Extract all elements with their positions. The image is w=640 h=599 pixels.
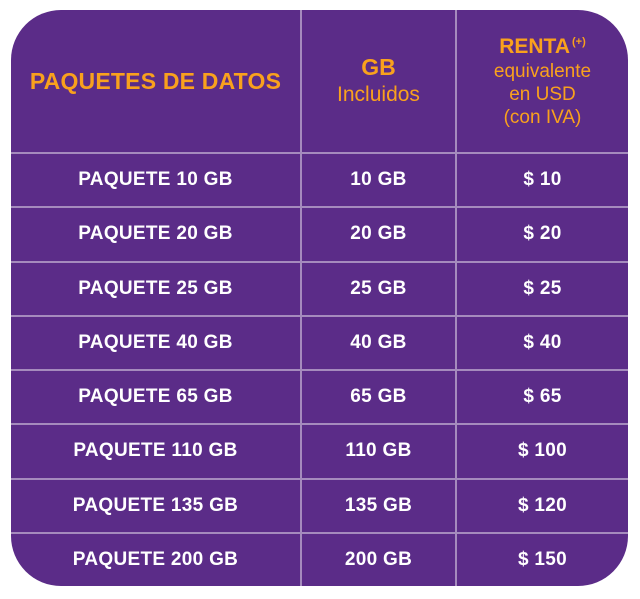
row-package-name: PAQUETE 65 GB xyxy=(11,369,300,423)
row-package-name: PAQUETE 200 GB xyxy=(11,531,300,586)
data-packages-table: PAQUETES DE DATOS GB Incluidos RENTA (+) … xyxy=(11,10,628,586)
header-packages-label: PAQUETES DE DATOS xyxy=(29,67,282,94)
header-gb-subtitle: Incluidos xyxy=(337,82,420,106)
row-price-value: $ 25 xyxy=(455,260,628,315)
renta-label: RENTA xyxy=(499,34,570,58)
header-col-renta: RENTA (+) equivalente en USD (con IVA) xyxy=(455,10,628,152)
row-price-value: $ 20 xyxy=(455,206,628,261)
row-price-value: $ 10 xyxy=(455,152,628,207)
row-package-name: PAQUETE 25 GB xyxy=(11,260,300,315)
row-package-name: PAQUETE 135 GB xyxy=(11,477,300,532)
row-gb-value: 10 GB xyxy=(300,152,455,207)
row-gb-value: 25 GB xyxy=(300,260,455,315)
row-gb-value: 200 GB xyxy=(300,531,455,586)
row-price-value: $ 100 xyxy=(455,423,628,478)
header-gb-title: GB xyxy=(361,54,396,81)
row-gb-value: 135 GB xyxy=(300,477,455,532)
row-package-name: PAQUETE 20 GB xyxy=(11,206,300,260)
header-col-packages: PAQUETES DE DATOS xyxy=(11,10,300,152)
row-package-name: PAQUETE 10 GB xyxy=(11,152,300,206)
header-renta-line-2: en USD xyxy=(509,84,576,106)
row-price-value: $ 150 xyxy=(455,531,628,586)
renta-footnote-marker: (+) xyxy=(572,35,586,48)
header-renta-title: RENTA (+) xyxy=(494,33,591,60)
row-gb-value: 65 GB xyxy=(300,369,455,424)
header-renta-line-1: equivalente xyxy=(493,60,592,82)
row-package-name: PAQUETE 110 GB xyxy=(11,423,300,477)
row-gb-value: 20 GB xyxy=(300,206,455,261)
row-price-value: $ 120 xyxy=(455,477,628,532)
row-gb-value: 40 GB xyxy=(300,314,455,369)
row-gb-value: 110 GB xyxy=(300,423,455,478)
row-price-value: $ 65 xyxy=(455,369,628,424)
row-price-value: $ 40 xyxy=(455,314,628,369)
header-col-gb: GB Incluidos xyxy=(300,10,455,152)
row-package-name: PAQUETE 40 GB xyxy=(11,314,300,369)
header-renta-line-3: (con IVA) xyxy=(503,107,582,129)
